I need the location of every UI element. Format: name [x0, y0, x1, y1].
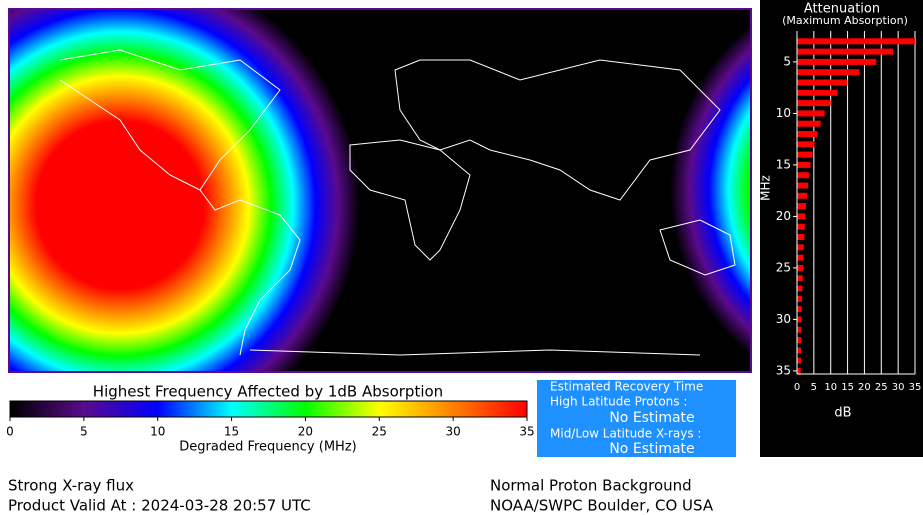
y-tick-label: 20 — [776, 209, 791, 223]
x-tick-label: 0 — [6, 425, 14, 439]
absorption-region — [670, 8, 752, 373]
x-tick-label: 10 — [150, 425, 165, 439]
x-tick-label: 5 — [811, 382, 817, 393]
x-tick-label: 20 — [858, 382, 871, 393]
attenuation-panel — [760, 0, 923, 457]
bar — [797, 295, 803, 302]
bar — [797, 203, 807, 210]
recovery-title: Estimated Recovery Time — [550, 380, 703, 394]
bar — [797, 172, 810, 179]
x-tick-label: 10 — [824, 382, 837, 393]
recovery-label: High Latitude Protons : — [550, 395, 687, 409]
bar — [797, 264, 804, 271]
bar — [797, 89, 838, 96]
bar — [797, 79, 848, 86]
bar — [797, 337, 802, 344]
recovery-value: No Estimate — [609, 410, 694, 426]
footer-text: NOAA/SWPC Boulder, CO USA — [490, 497, 714, 515]
colorbar — [9, 400, 528, 418]
bar — [797, 58, 877, 65]
y-tick-label: 25 — [776, 260, 791, 274]
bar — [797, 367, 801, 374]
colorbar-label: Degraded Frequency (MHz) — [179, 440, 356, 455]
y-tick-label: 35 — [776, 363, 791, 377]
coastline — [249, 349, 701, 356]
x-tick-label: 35 — [519, 425, 534, 439]
bar — [797, 141, 815, 148]
bar-subtitle: (Maximum Absorption) — [782, 14, 908, 27]
bar — [797, 213, 806, 220]
x-tick-label: 5 — [80, 425, 88, 439]
x-tick-label: 25 — [875, 382, 888, 393]
recovery-label: Mid/Low Latitude X-rays : — [550, 427, 701, 441]
x-tick-label: 30 — [892, 382, 905, 393]
bar-title: Attenuation — [804, 2, 880, 17]
recovery-box — [537, 380, 736, 457]
bar — [797, 100, 831, 107]
x-tick-label: 15 — [224, 425, 239, 439]
bar — [797, 192, 808, 199]
x-axis-label: dB — [834, 406, 851, 421]
bar — [797, 357, 802, 364]
coastline — [59, 79, 201, 191]
y-tick-label: 10 — [776, 106, 791, 120]
bar — [797, 110, 825, 117]
recovery-value: No Estimate — [609, 441, 694, 457]
bar — [797, 151, 813, 158]
bar — [797, 131, 818, 138]
x-tick-label: 25 — [372, 425, 387, 439]
coastline — [349, 139, 471, 261]
bar — [797, 38, 915, 45]
bar — [797, 285, 803, 292]
x-tick-label: 35 — [909, 382, 922, 393]
map — [8, 8, 752, 373]
footer-text: Product Valid At : 2024-03-28 20:57 UTC — [8, 497, 311, 515]
bar — [797, 275, 803, 282]
x-tick-label: 30 — [446, 425, 461, 439]
bar — [797, 182, 809, 189]
colorbar-title: Highest Frequency Affected by 1dB Absorp… — [93, 383, 443, 401]
bar — [797, 254, 804, 261]
bar — [797, 326, 802, 333]
bar — [797, 244, 804, 251]
bar — [797, 48, 894, 55]
x-tick-label: 20 — [298, 425, 313, 439]
x-tick-label: 15 — [841, 382, 854, 393]
bar — [797, 161, 811, 168]
coastline — [659, 219, 736, 276]
x-tick-label: 0 — [794, 382, 800, 393]
coastline — [59, 49, 301, 356]
bar — [797, 347, 802, 354]
coastlines — [59, 49, 736, 356]
footer-text: Normal Proton Background — [490, 477, 692, 495]
bar — [797, 69, 860, 76]
absorption-region — [8, 8, 370, 373]
y-axis-label: MHz — [759, 175, 773, 201]
y-tick-label: 15 — [776, 157, 791, 171]
bar — [797, 306, 802, 313]
footer-text: Strong X-ray flux — [8, 477, 134, 495]
bar — [797, 120, 821, 127]
y-tick-label: 30 — [776, 312, 791, 326]
bar — [797, 223, 805, 230]
bar — [797, 316, 802, 323]
y-tick-label: 5 — [783, 54, 791, 68]
bar — [797, 234, 805, 241]
